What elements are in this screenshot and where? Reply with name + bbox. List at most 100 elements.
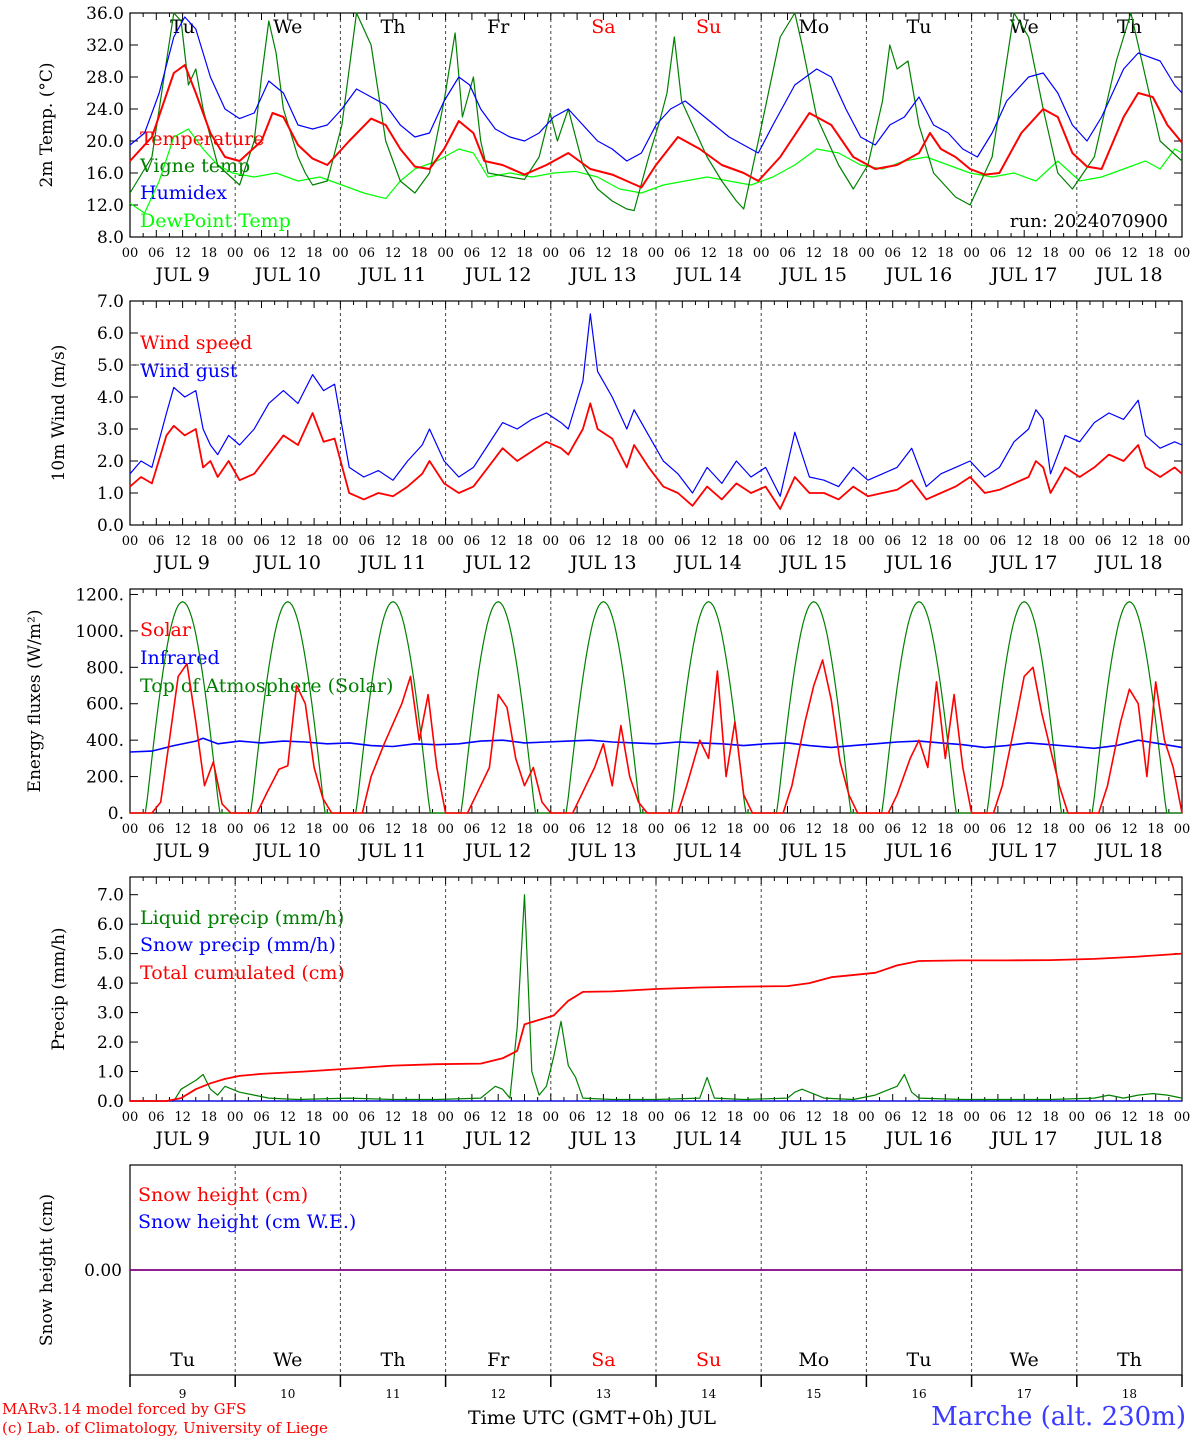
date-label: JUL 13 [568, 1128, 636, 1150]
y-tick-label: 28.0 [86, 68, 124, 88]
y-tick-label: 400. [86, 731, 124, 751]
date-label: JUL 10 [253, 840, 321, 862]
hour-tick-label: 00 [1069, 822, 1086, 837]
hour-tick-label: 18 [516, 534, 533, 549]
legend-vigne-temp: Vigne temp [139, 155, 250, 177]
wind-panel: 10m Wind (m/s) Wind speed Wind gust [49, 300, 1183, 526]
hour-tick-label: 12 [1016, 1110, 1033, 1125]
y-tick-label: 5.0 [97, 356, 124, 376]
hour-tick-label: 12 [174, 534, 191, 549]
hour-tick-label: 12 [1016, 246, 1033, 261]
hour-tick-label: 00 [437, 246, 454, 261]
date-label: JUL 12 [463, 1128, 531, 1150]
hour-tick-label: 00 [332, 822, 349, 837]
dewpoint-temp-line [129, 128, 1183, 214]
weekday-label: Th [381, 1349, 406, 1371]
hour-tick-label: 00 [1069, 1110, 1086, 1125]
date-label: JUL 17 [989, 840, 1057, 862]
y-tick-label: 4.0 [97, 974, 124, 994]
hour-tick-label: 00 [437, 1110, 454, 1125]
hour-tick-label: 00 [122, 822, 139, 837]
legend-liquid-precip: Liquid precip (mm/h) [140, 907, 344, 929]
energy-panel: Energy fluxes (W/m²) Solar Infrared Top … [25, 588, 1183, 814]
date-label: JUL 10 [253, 264, 321, 286]
hour-tick-label: 18 [306, 534, 323, 549]
hour-tick-label: 18 [1147, 822, 1164, 837]
hour-tick-label: 06 [1095, 822, 1112, 837]
hour-tick-label: 00 [122, 246, 139, 261]
hour-tick-label: 00 [227, 822, 244, 837]
model-credit: MARv3.14 model forced by GFS (c) Lab. of… [2, 1400, 328, 1438]
precip-panel: Precip (mm/h) Liquid precip (mm/h) Snow … [49, 876, 1183, 1102]
legend-humidex: Humidex [140, 182, 227, 204]
legend-dewpoint-temp: DewPoint Temp [140, 210, 291, 232]
hour-tick-label: 12 [911, 534, 928, 549]
date-label: JUL 9 [153, 1128, 209, 1150]
date-label: JUL 14 [673, 264, 741, 286]
x-axis-title: Time UTC (GMT+0h) JUL [468, 1407, 716, 1429]
hour-tick-label: 00 [648, 534, 665, 549]
date-label: JUL 14 [673, 840, 741, 862]
date-label: JUL 16 [884, 552, 952, 574]
hour-tick-label: 06 [674, 1110, 691, 1125]
hour-tick-label: 06 [253, 822, 270, 837]
y-tick-label: 3.0 [97, 420, 124, 440]
wind-gust-line [129, 313, 1183, 497]
y-tick-label: 0.0 [97, 1092, 124, 1112]
day-number-label: 11 [385, 1387, 400, 1401]
energy-plot-frame [129, 588, 1183, 814]
y-tick-label: 3.0 [97, 1004, 124, 1024]
day-number-label: 10 [280, 1387, 295, 1401]
weekday-label: Th [1117, 1349, 1142, 1371]
temperature-line [129, 64, 1183, 189]
y-tick-label: 1000. [75, 622, 124, 642]
date-label: JUL 12 [463, 840, 531, 862]
legend-temperature: Temperature [140, 128, 264, 150]
date-label: JUL 18 [1094, 552, 1162, 574]
y-tick-label: 0. [108, 804, 124, 824]
weekday-label: Mo [798, 16, 829, 38]
hour-tick-label: 00 [1069, 246, 1086, 261]
date-label: JUL 16 [884, 264, 952, 286]
hour-tick-label: 00 [648, 822, 665, 837]
day-number-label: 17 [1017, 1387, 1032, 1401]
hour-tick-label: 18 [621, 246, 638, 261]
date-label: JUL 13 [568, 552, 636, 574]
hour-tick-label: 06 [464, 1110, 481, 1125]
weekday-label: Sa [591, 1349, 615, 1371]
hour-tick-label: 18 [621, 1110, 638, 1125]
hour-tick-label: 12 [490, 246, 507, 261]
hour-tick-label: 00 [332, 246, 349, 261]
hour-tick-label: 00 [543, 534, 560, 549]
y-tick-label: 7.0 [97, 292, 124, 312]
hour-tick-label: 18 [306, 246, 323, 261]
credit-line-2: (c) Lab. of Climatology, University of L… [2, 1419, 328, 1437]
hour-tick-label: 06 [253, 246, 270, 261]
hour-tick-label: 18 [1042, 246, 1059, 261]
hour-tick-label: 06 [779, 246, 796, 261]
hour-tick-label: 06 [569, 534, 586, 549]
hour-tick-label: 00 [1069, 534, 1086, 549]
y-tick-label: 24.0 [86, 100, 124, 120]
hour-tick-label: 12 [806, 822, 823, 837]
hour-tick-label: 06 [884, 534, 901, 549]
hour-tick-label: 12 [1121, 534, 1138, 549]
vigne-temp-line [129, 12, 1183, 212]
hour-tick-label: 12 [806, 534, 823, 549]
temperature-panel: 2m Temp. (°C) run: 2024070900 Temperatur… [37, 12, 1183, 238]
hour-tick-label: 18 [201, 1110, 218, 1125]
solar-line [130, 659, 1183, 814]
hour-tick-label: 06 [674, 534, 691, 549]
date-label: JUL 15 [779, 840, 847, 862]
date-label: JUL 14 [673, 1128, 741, 1150]
y-tick-label: 1.0 [97, 1063, 124, 1083]
hour-tick-label: 12 [1121, 246, 1138, 261]
hour-tick-label: 06 [779, 822, 796, 837]
day-number-label: 15 [806, 1387, 821, 1401]
day-number-label: 13 [596, 1387, 611, 1401]
weekday-label: We [1010, 1349, 1039, 1371]
wind-plot-frame [129, 300, 1183, 526]
weekday-label: Fr [487, 16, 510, 38]
hour-tick-label: 06 [884, 246, 901, 261]
weekday-label: We [273, 16, 302, 38]
